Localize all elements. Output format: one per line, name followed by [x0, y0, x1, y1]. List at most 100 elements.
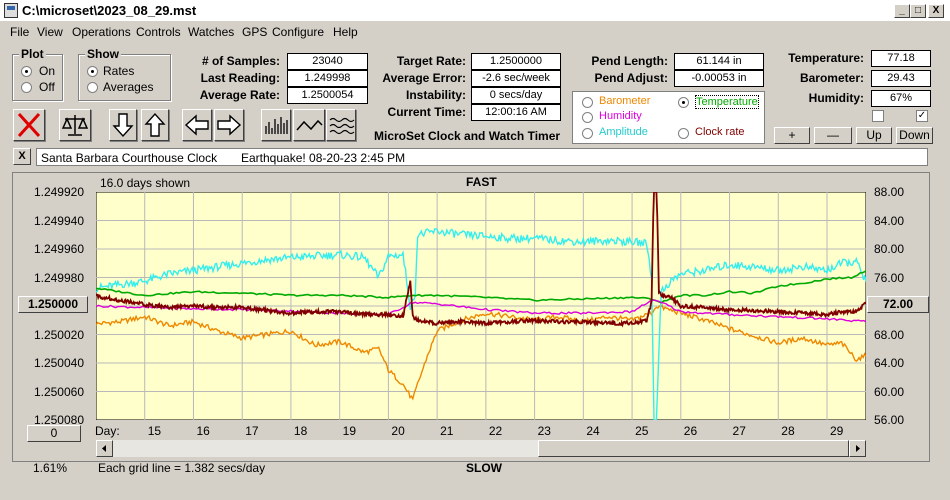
samples-value: 23040	[287, 53, 368, 70]
scale-minus-button[interactable]: —	[814, 127, 852, 144]
option-checkbox-2[interactable]: ✓	[916, 110, 928, 122]
show-averages-radio[interactable]	[87, 82, 98, 93]
right-tick-label: 88.00	[874, 185, 905, 199]
app-icon	[4, 3, 18, 18]
x-tick-label: 29	[830, 424, 844, 438]
menu-operations[interactable]: Operations	[72, 25, 131, 39]
x-tick-label: 28	[781, 424, 795, 438]
x-tick-label: 22	[488, 424, 503, 438]
scale-down-button[interactable]: Down	[896, 127, 933, 144]
humidity-option-label: Humidity	[599, 110, 642, 122]
plot-on-label: On	[39, 64, 56, 78]
last-reading-value: 1.249998	[287, 70, 368, 87]
scale-up-button[interactable]: Up	[856, 127, 892, 144]
clear-button[interactable]	[13, 109, 45, 141]
balance-button[interactable]	[59, 109, 91, 141]
scale-plus-button[interactable]: +	[774, 127, 810, 144]
amplitude-radio[interactable]	[582, 128, 593, 139]
left-tick-label: 1.250080	[33, 413, 84, 427]
clock-rate-radio[interactable]	[678, 128, 689, 139]
show-rates-label: Rates	[103, 64, 135, 78]
note-close-button[interactable]: X	[13, 148, 31, 165]
arrow-left-button[interactable]	[182, 109, 212, 141]
show-group-title: Show	[85, 47, 121, 61]
day-axis-label: Day:	[95, 424, 120, 438]
note-field[interactable]: Santa Barbara Courthouse Clock Earthquak…	[36, 148, 928, 166]
menu-watches[interactable]: Watches	[188, 25, 235, 39]
right-tick-label: 80.00	[874, 242, 905, 256]
amplitude-option-label: Amplitude	[599, 126, 648, 138]
days-shown-label: 16.0 days shown	[100, 176, 191, 190]
barometer-label: Barometer:	[799, 71, 864, 85]
average-error-label: Average Error:	[382, 71, 466, 85]
plot-off-radio[interactable]	[21, 82, 32, 93]
humidity-label: Humidity:	[808, 91, 864, 105]
humidity-series-line	[96, 299, 866, 323]
x-tick-label: 24	[586, 424, 600, 438]
last-reading-label: Last Reading:	[200, 71, 280, 85]
app-caption: MicroSet Clock and Watch Timer	[374, 129, 561, 143]
x-tick-label: 16	[196, 424, 210, 438]
x-tick-label: 23	[537, 424, 551, 438]
current-time-label: Current Time:	[387, 105, 466, 119]
right-tick-label: 64.00	[874, 356, 905, 370]
arrow-down-button[interactable]	[109, 109, 137, 141]
x-tick-label: 27	[732, 424, 746, 438]
rate-chart	[96, 192, 866, 420]
instability-value: 0 secs/day	[471, 87, 561, 104]
horizontal-scrollbar[interactable]	[96, 440, 866, 457]
temperature-value: 77.18	[871, 50, 931, 67]
x-tick-label: 25	[635, 424, 649, 438]
rate-series-line	[96, 192, 866, 328]
arrow-right-button[interactable]	[214, 109, 244, 141]
menu-view[interactable]: View	[37, 25, 63, 39]
maximize-button[interactable]: □	[910, 4, 926, 18]
scroll-thumb[interactable]	[538, 440, 849, 457]
menu-file[interactable]: File	[10, 25, 30, 39]
grid-note: Each grid line = 1.382 secs/day	[98, 461, 266, 475]
barometer-series-line	[96, 303, 866, 401]
barometer-value: 29.43	[871, 70, 931, 87]
x-tick-label: 19	[342, 424, 357, 438]
left-tick-label: 1.249920	[33, 185, 84, 199]
left-tick-label: 1.249940	[33, 213, 84, 228]
option-checkbox-1[interactable]	[872, 110, 884, 122]
minimize-button[interactable]: _	[894, 4, 910, 18]
note-clock-name: Santa Barbara Courthouse Clock	[41, 151, 218, 165]
temperature-option-label: Temperature	[695, 95, 759, 109]
x-tick-label: 21	[440, 424, 454, 438]
pend-length-value: 61.144 in	[674, 53, 764, 70]
barometer-radio[interactable]	[582, 97, 593, 108]
temperature-radio[interactable]	[678, 97, 689, 108]
scale-balance-icon	[61, 115, 89, 136]
show-averages-label: Averages	[103, 80, 154, 94]
average-rate-value: 1.2500054	[287, 87, 368, 104]
bottom-left-value-button[interactable]: 0	[27, 425, 81, 442]
plot-on-radio[interactable]	[21, 66, 32, 77]
menu-gps[interactable]: GPS	[242, 25, 268, 39]
left-tick-label: 1.250040	[33, 356, 84, 370]
arrow-up-button[interactable]	[141, 109, 169, 141]
arrow-up-icon	[144, 112, 166, 137]
x-tick-label: 17	[245, 424, 259, 438]
close-button[interactable]: X	[928, 4, 944, 18]
right-tick-label: 84.00	[874, 213, 905, 228]
menu-help[interactable]: Help	[333, 25, 358, 39]
left-tick-label: 1.250020	[33, 327, 84, 342]
menu-configure[interactable]: Configure	[272, 25, 325, 39]
line-view-button[interactable]	[293, 109, 325, 141]
scroll-left-button[interactable]	[96, 440, 113, 457]
scroll-right-button[interactable]	[849, 440, 866, 457]
right-center-value-button[interactable]: 72.00	[867, 296, 929, 313]
barometer-option-label: Barometer	[599, 95, 651, 107]
x-tick-label: 20	[391, 424, 405, 438]
pend-length-label: Pend Length:	[591, 54, 668, 68]
x-tick-label: 18	[293, 424, 308, 438]
right-tick-label: 76.00	[874, 270, 905, 285]
wave-view-button[interactable]	[326, 109, 356, 141]
left-center-value-button[interactable]: 1.250000	[18, 296, 88, 313]
bar-view-button[interactable]	[261, 109, 291, 141]
menu-controls[interactable]: Controls	[136, 25, 181, 39]
show-rates-radio[interactable]	[87, 66, 98, 77]
humidity-radio[interactable]	[582, 112, 593, 123]
